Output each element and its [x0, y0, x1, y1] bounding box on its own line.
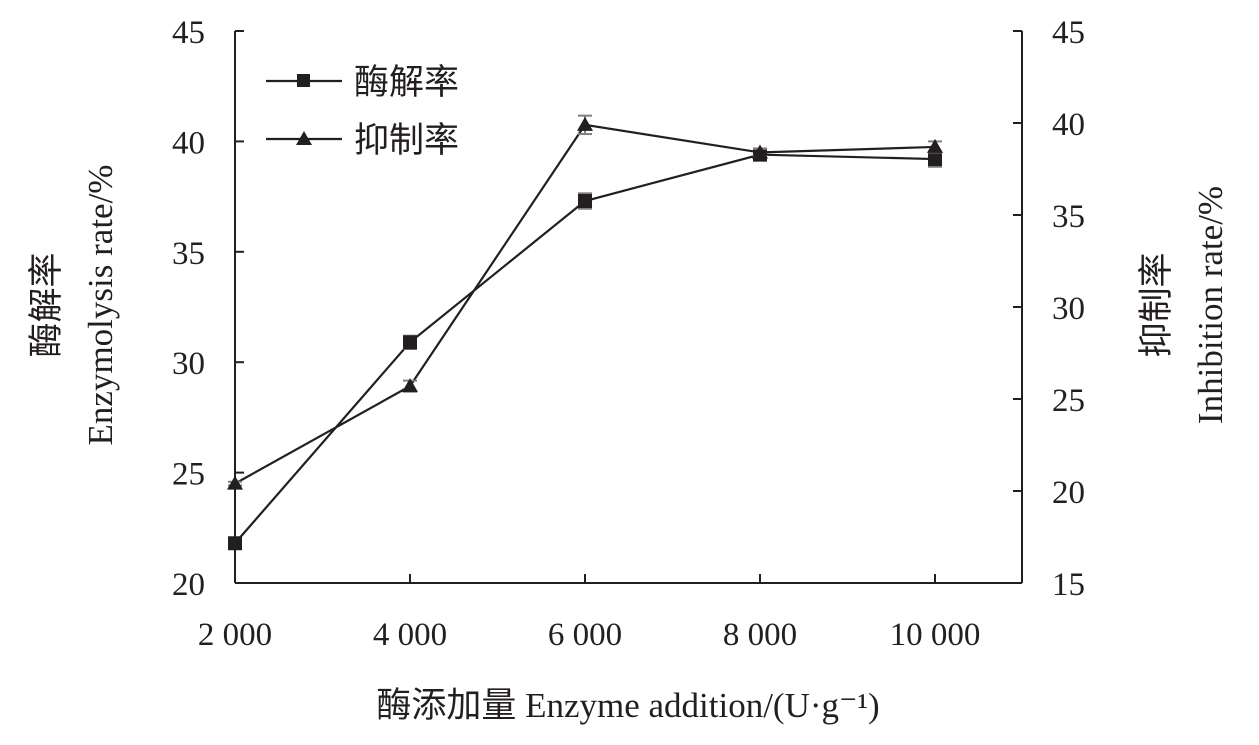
- legend: 酶解率 抑制率: [266, 63, 459, 160]
- data-point-triangle: [577, 116, 593, 131]
- left-y-tick-label: 35: [172, 236, 205, 272]
- data-point-triangle: [402, 378, 418, 393]
- data-point-triangle: [927, 138, 943, 153]
- right-y-tick-label: 45: [1052, 15, 1085, 51]
- series-layer: [227, 114, 943, 551]
- data-point-square: [228, 536, 242, 551]
- left-y-tick-label: 45: [172, 15, 205, 51]
- right-axis-title: Inhibition rate/% 抑制率: [1137, 186, 1230, 424]
- legend-triangle-marker-icon: [296, 131, 312, 145]
- legend-item-inhibition: 抑制率: [266, 121, 459, 160]
- left-y-tick-label: 30: [172, 346, 205, 382]
- right-y-tick-label: 20: [1052, 475, 1085, 511]
- legend-square-marker-icon: [297, 74, 310, 87]
- x-axis-title: 酶添加量 Enzyme addition/(U·g⁻¹): [376, 686, 879, 725]
- left-axis-title-en: Enzymolysis rate/%: [81, 165, 120, 446]
- left-y-tick-label: 25: [172, 457, 205, 493]
- x-tick-label: 2 000: [198, 617, 272, 653]
- legend-item-enzymolysis: 酶解率: [266, 63, 459, 102]
- data-point-square: [403, 335, 417, 350]
- data-point-triangle: [227, 475, 243, 490]
- axes: 20 25 30 35 40 45 15 20 25 30 35 40 45 2 000 4 000 6 00…: [172, 15, 1085, 653]
- left-axis-title: Enzymolysis rate/% 酶解率: [27, 165, 120, 446]
- right-y-tick-label: 25: [1052, 383, 1085, 419]
- x-tick-label: 4 000: [373, 617, 447, 653]
- legend-label-enzymolysis: 酶解率: [354, 63, 459, 102]
- x-tick-label: 6 000: [548, 617, 622, 653]
- right-y-tick-label: 30: [1052, 291, 1085, 327]
- data-point-square: [578, 194, 592, 209]
- right-y-tick-label: 40: [1052, 107, 1085, 143]
- data-point-triangle: [752, 144, 768, 159]
- series-line-inhibition: [234, 123, 936, 485]
- series-inhibition: [227, 114, 943, 490]
- left-axis-title-cn: 酶解率: [27, 252, 66, 357]
- series-enzymolysis: [228, 147, 942, 551]
- left-y-tick-label: 40: [172, 125, 205, 161]
- right-axis-title-en: Inhibition rate/%: [1191, 186, 1230, 424]
- right-axis-title-cn: 抑制率: [1137, 252, 1176, 357]
- series-line-enzymolysis: [234, 153, 936, 544]
- x-tick-label: 10 000: [890, 617, 981, 653]
- right-y-tick-label: 35: [1052, 199, 1085, 235]
- left-y-tick-label: 20: [172, 567, 205, 603]
- right-y-tick-label: 15: [1052, 567, 1085, 603]
- data-point-square: [928, 152, 942, 167]
- x-tick-label: 8 000: [723, 617, 797, 653]
- legend-label-inhibition: 抑制率: [354, 121, 459, 160]
